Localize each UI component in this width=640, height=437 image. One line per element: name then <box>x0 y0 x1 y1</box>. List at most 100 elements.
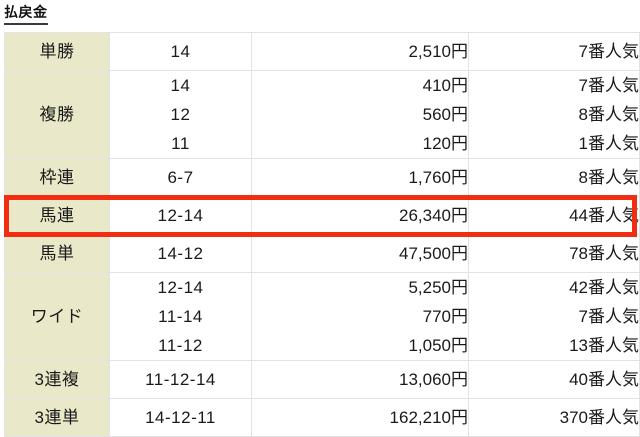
popularity-cell: 8番人気 <box>468 158 640 197</box>
payout-amount: 410円 560円 120円 <box>252 71 468 158</box>
bet-type-label: 馬連 <box>4 196 110 235</box>
payout-table-body: 単勝 14 2,510円 7番人気 複勝 14 12 11 410円 560円 120円 7番人気 8番… <box>4 32 640 437</box>
horse-numbers-value: 14-12-11 <box>145 408 216 427</box>
payout-amount-cell: 5,250円 770円 1,050円 <box>251 272 469 361</box>
payout-amount: 162,210円 <box>252 403 468 432</box>
popularity-cell: 7番人気 <box>468 32 640 71</box>
popularity: 7番人気 <box>469 37 639 66</box>
popularity-value: 1番人気 <box>578 134 639 153</box>
popularity-cell: 78番人気 <box>468 234 640 273</box>
payout-amount-cell: 2,510円 <box>251 32 469 71</box>
table-row: 単勝 14 2,510円 7番人気 <box>4 32 640 71</box>
horse-numbers-value: 11 <box>171 134 190 153</box>
payout-amount-value: 162,210円 <box>389 408 468 427</box>
horse-numbers-cell: 14-12-11 <box>109 398 252 437</box>
horse-numbers: 14 <box>110 37 251 66</box>
horse-numbers-value: 12-14 <box>157 278 204 297</box>
popularity-value: 7番人気 <box>578 307 639 326</box>
payout-amount-value: 120円 <box>422 134 468 153</box>
popularity: 44番人気 <box>469 201 639 230</box>
horse-numbers-value: 14-12 <box>157 244 204 263</box>
horse-numbers: 14-12-11 <box>110 403 251 432</box>
horse-numbers: 14 12 11 <box>110 71 251 158</box>
popularity-cell: 40番人気 <box>468 360 640 399</box>
payout-amount-value: 26,340円 <box>399 206 468 225</box>
popularity-cell: 7番人気 8番人気 1番人気 <box>468 70 640 159</box>
payout-amount-value: 1,050円 <box>408 336 468 355</box>
payout-amount-cell: 26,340円 <box>251 196 469 235</box>
payout-amount-cell: 13,060円 <box>251 360 469 399</box>
bet-type-label: 枠連 <box>4 158 110 197</box>
payout-amount-value: 13,060円 <box>399 370 468 389</box>
horse-numbers-value: 11-12-14 <box>145 370 216 389</box>
popularity-value: 7番人気 <box>578 42 639 61</box>
payout-amount: 2,510円 <box>252 37 468 66</box>
payout-amount-value: 770円 <box>422 307 468 326</box>
horse-numbers-value: 12-14 <box>157 206 204 225</box>
table-row: 枠連 6-7 1,760円 8番人気 <box>4 158 640 197</box>
payout-amount: 47,500円 <box>252 239 468 268</box>
payout-table: 単勝 14 2,510円 7番人気 複勝 14 12 11 410円 560円 120円 7番人気 8番… <box>4 32 640 437</box>
payout-amount: 1,760円 <box>252 163 468 192</box>
horse-numbers: 11-12-14 <box>110 365 251 394</box>
horse-numbers: 6-7 <box>110 163 251 192</box>
payout-amount-value: 1,760円 <box>408 168 468 187</box>
table-row: 3連複 11-12-14 13,060円 40番人気 <box>4 360 640 399</box>
horse-numbers-cell: 11-12-14 <box>109 360 252 399</box>
popularity-cell: 42番人気 7番人気 13番人気 <box>468 272 640 361</box>
popularity-value: 370番人気 <box>559 408 639 427</box>
horse-numbers-cell: 14 <box>109 32 252 71</box>
bet-type-label: 複勝 <box>4 70 110 159</box>
popularity: 7番人気 8番人気 1番人気 <box>469 71 639 158</box>
page-title-container: 払戻金 <box>4 2 636 25</box>
payout-amount-value: 5,250円 <box>408 278 468 297</box>
bet-type-label: 単勝 <box>4 32 110 71</box>
horse-numbers: 12-14 <box>110 201 251 230</box>
horse-numbers-value: 11-14 <box>158 307 203 326</box>
popularity-value: 13番人気 <box>569 336 639 355</box>
horse-numbers-value: 14 <box>170 76 191 95</box>
popularity-cell: 44番人気 <box>468 196 640 235</box>
horse-numbers-cell: 6-7 <box>109 158 252 197</box>
horse-numbers-value: 11-12 <box>158 336 203 355</box>
popularity: 8番人気 <box>469 163 639 192</box>
popularity-value: 8番人気 <box>578 168 639 187</box>
payout-amount-value: 2,510円 <box>408 42 468 61</box>
popularity-value: 78番人気 <box>569 244 639 263</box>
payout-amount-cell: 410円 560円 120円 <box>251 70 469 159</box>
horse-numbers: 12-14 11-14 11-12 <box>110 273 251 360</box>
table-row: 3連単 14-12-11 162,210円 370番人気 <box>4 398 640 437</box>
horse-numbers-value: 6-7 <box>167 168 194 187</box>
horse-numbers-value: 14 <box>170 42 191 61</box>
popularity-value: 42番人気 <box>569 278 639 297</box>
payout-amount-value: 47,500円 <box>399 244 468 263</box>
popularity: 40番人気 <box>469 365 639 394</box>
table-row: ワイド 12-14 11-14 11-12 5,250円 770円 1,050円 42番人気 7… <box>4 272 640 361</box>
bet-type-label: 3連単 <box>4 398 110 437</box>
table-row: 馬単 14-12 47,500円 78番人気 <box>4 234 640 273</box>
payout-amount-value: 410円 <box>422 76 468 95</box>
popularity-value: 40番人気 <box>569 370 639 389</box>
horse-numbers-cell: 14 12 11 <box>109 70 252 159</box>
horse-numbers-cell: 14-12 <box>109 234 252 273</box>
bet-type-label: ワイド <box>4 272 110 361</box>
payout-amount-value: 560円 <box>422 105 468 124</box>
popularity: 78番人気 <box>469 239 639 268</box>
popularity-cell: 370番人気 <box>468 398 640 437</box>
horse-numbers-cell: 12-14 11-14 11-12 <box>109 272 252 361</box>
popularity: 370番人気 <box>469 403 639 432</box>
horse-numbers-cell: 12-14 <box>109 196 252 235</box>
table-row: 馬連 12-14 26,340円 44番人気 <box>4 196 640 235</box>
payout-amount-cell: 47,500円 <box>251 234 469 273</box>
payout-amount: 13,060円 <box>252 365 468 394</box>
popularity-value: 7番人気 <box>578 76 639 95</box>
payout-amount-cell: 1,760円 <box>251 158 469 197</box>
table-row: 複勝 14 12 11 410円 560円 120円 7番人気 8番人気 1番人気 <box>4 70 640 159</box>
popularity-value: 8番人気 <box>578 105 639 124</box>
horse-numbers: 14-12 <box>110 239 251 268</box>
horse-numbers-value: 12 <box>170 105 191 124</box>
payout-amount: 5,250円 770円 1,050円 <box>252 273 468 360</box>
popularity: 42番人気 7番人気 13番人気 <box>469 273 639 360</box>
bet-type-label: 馬単 <box>4 234 110 273</box>
